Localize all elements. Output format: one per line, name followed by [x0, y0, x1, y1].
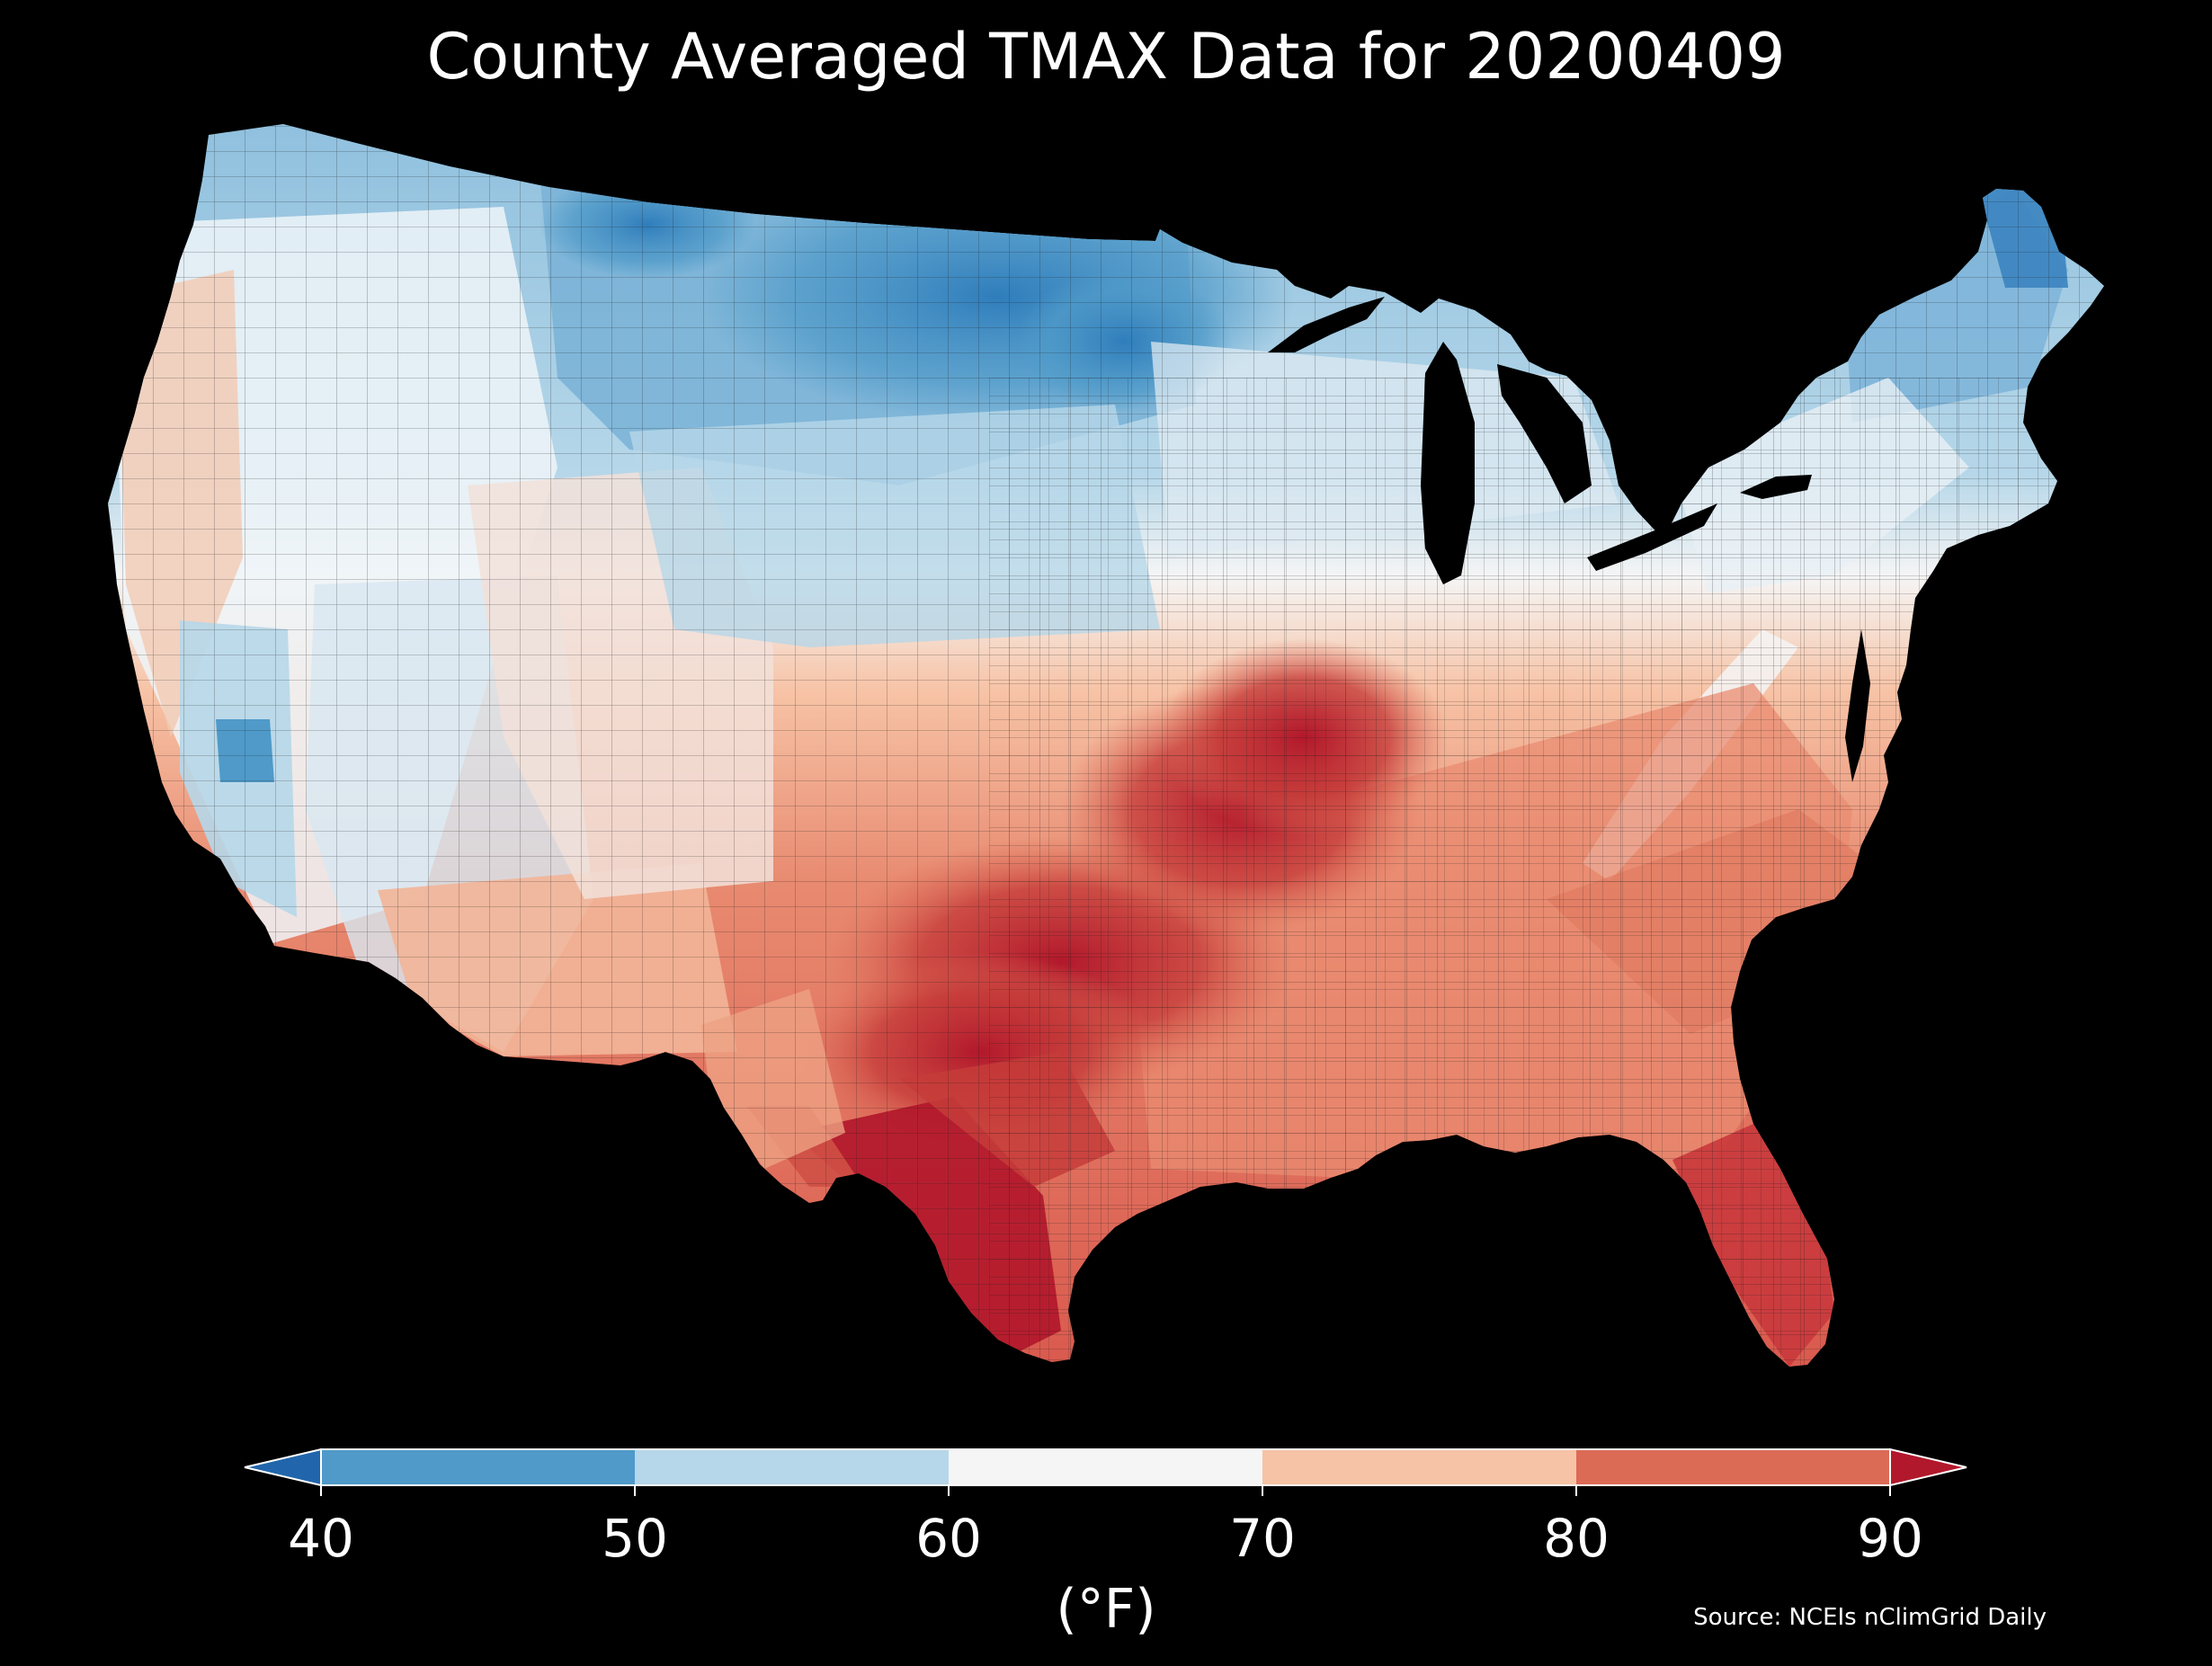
- lake-michigan: [1421, 342, 1475, 584]
- colorbar-tick-60: 60: [915, 1508, 982, 1569]
- colorbar-extend-high: [1889, 1448, 1967, 1487]
- colorbar-bin-40-50: [321, 1449, 635, 1485]
- chesapeake-bay: [1845, 629, 1870, 782]
- colorbar-tick-40: 40: [288, 1508, 354, 1569]
- colorbar-tick-50: 50: [602, 1508, 668, 1569]
- lake-huron: [1497, 364, 1592, 503]
- colorbar-bin-50-60: [635, 1449, 949, 1485]
- colorbar-bin-60-70: [949, 1449, 1262, 1485]
- colorbar-tick-90: 90: [1857, 1508, 1923, 1569]
- lake-superior: [1268, 297, 1385, 352]
- colorbar-tick-80: 80: [1543, 1508, 1610, 1569]
- lake-erie: [1587, 503, 1717, 571]
- colorbar-bin-70-80: [1262, 1449, 1576, 1485]
- colorbar-extend-low: [244, 1448, 322, 1487]
- source-note: Source: NCEIs nClimGrid Daily: [1693, 1604, 2047, 1631]
- colorbar-bin-80-90: [1576, 1449, 1890, 1485]
- map-title: County Averaged TMAX Data for 20200409: [426, 20, 1786, 94]
- colorbar-tick-70: 70: [1229, 1508, 1296, 1569]
- lake-ontario: [1740, 475, 1812, 499]
- colorbar-unit-label: (°F): [1056, 1578, 1156, 1641]
